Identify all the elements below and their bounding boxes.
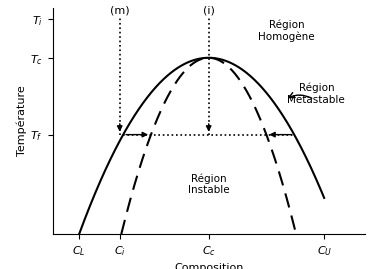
Text: (i): (i) — [203, 6, 215, 16]
Text: Région
Instable: Région Instable — [188, 173, 229, 195]
Text: Région
Métastable: Région Métastable — [288, 83, 345, 105]
Y-axis label: Température: Température — [17, 86, 27, 157]
X-axis label: Composition: Composition — [174, 263, 243, 269]
Text: (m): (m) — [110, 6, 130, 16]
Text: Région
Homogène: Région Homogène — [258, 19, 315, 42]
